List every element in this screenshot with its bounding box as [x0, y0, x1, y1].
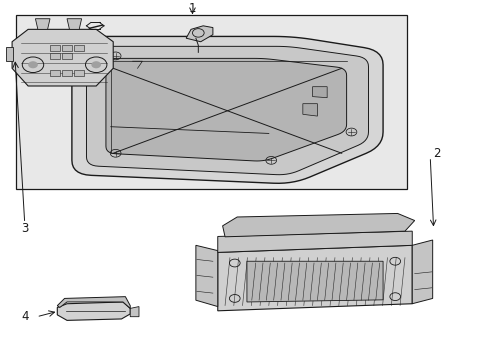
Bar [6, 47, 13, 61]
Polygon shape [130, 307, 139, 317]
Bar [62, 70, 72, 76]
Text: 1: 1 [188, 2, 196, 15]
Bar [16, 15, 407, 189]
Text: 2: 2 [432, 147, 440, 160]
Bar [74, 45, 84, 51]
Bar [50, 70, 60, 76]
Text: 4: 4 [21, 310, 28, 323]
Circle shape [28, 61, 38, 68]
Polygon shape [57, 302, 130, 320]
Polygon shape [106, 58, 346, 161]
Bar [62, 53, 72, 59]
Circle shape [91, 61, 101, 68]
Bar [62, 45, 72, 51]
Polygon shape [246, 261, 382, 302]
Polygon shape [196, 245, 217, 307]
Polygon shape [86, 46, 368, 175]
Polygon shape [186, 26, 212, 42]
Polygon shape [312, 87, 326, 98]
Polygon shape [217, 231, 411, 252]
Text: 3: 3 [21, 222, 28, 235]
Polygon shape [302, 104, 317, 116]
Polygon shape [72, 36, 382, 183]
Bar [74, 70, 84, 76]
Bar [50, 45, 60, 51]
Polygon shape [222, 213, 414, 237]
Polygon shape [57, 297, 130, 309]
Polygon shape [411, 240, 432, 304]
Polygon shape [35, 19, 50, 30]
Polygon shape [217, 245, 411, 311]
Bar [50, 53, 60, 59]
Polygon shape [67, 19, 81, 30]
Polygon shape [12, 30, 113, 86]
